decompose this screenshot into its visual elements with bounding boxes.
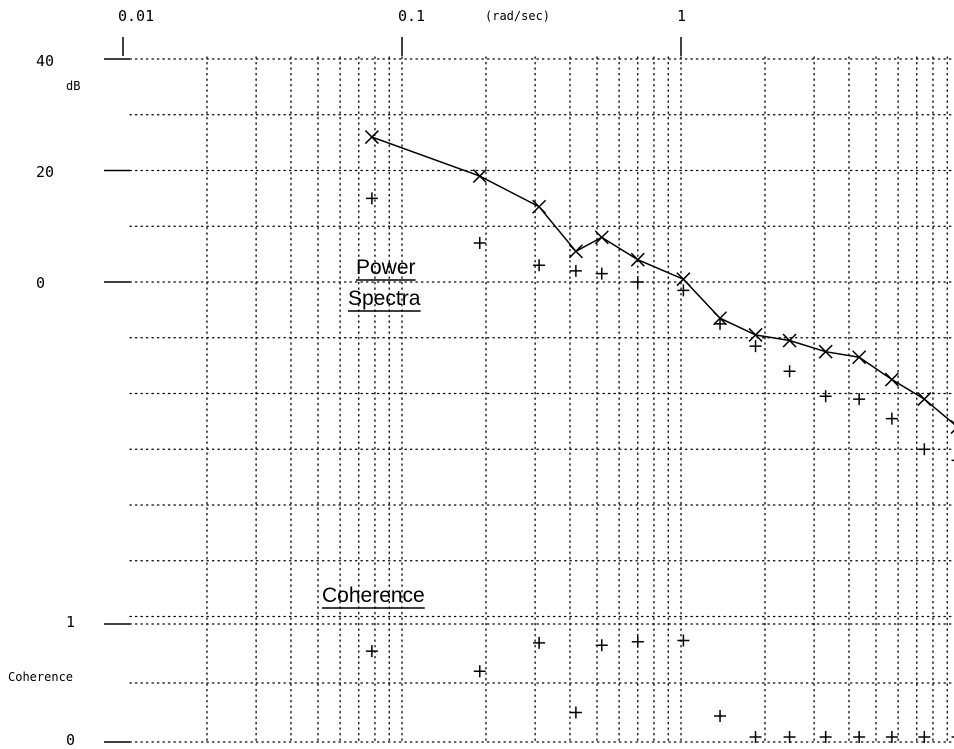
power-point-x-marker <box>782 333 797 348</box>
power-point-plus-marker <box>595 267 608 280</box>
coherence-point-plus-marker <box>819 731 832 743</box>
power-spectra-series <box>364 130 954 462</box>
y-tick-label-40: 40 <box>36 52 54 70</box>
grid <box>129 56 954 743</box>
power-point-x-marker <box>472 169 487 184</box>
power-point-x-marker <box>532 199 547 214</box>
power-point-plus-marker <box>714 317 727 330</box>
power-point-x-marker <box>630 252 645 267</box>
coherence-series <box>365 634 954 743</box>
x-tick-label-0.1: 0.1 <box>398 7 425 25</box>
power-point-x-marker <box>884 372 899 387</box>
power-point-x-marker <box>748 327 763 342</box>
y-tick-label-0-power: 0 <box>36 274 45 292</box>
power-point-x-marker <box>818 344 833 359</box>
power-point-plus-marker <box>819 390 832 403</box>
coherence-point-plus-marker <box>885 731 898 743</box>
power-point-plus-marker <box>853 393 866 406</box>
power-point-plus-marker <box>569 264 582 277</box>
coherence-point-plus-marker <box>473 665 486 678</box>
power-point-x-marker <box>364 130 379 145</box>
power-spectra-annotation-line1: Power <box>356 256 416 279</box>
power-point-plus-marker <box>473 236 486 249</box>
power-point-plus-marker <box>533 259 546 272</box>
y-axis-unit-db: dB <box>66 79 80 93</box>
coherence-point-plus-marker <box>595 639 608 652</box>
power-point-plus-marker <box>749 340 762 353</box>
power-point-plus-marker <box>783 365 796 378</box>
x-axis-unit-label: (rad/sec) <box>485 9 550 23</box>
power-spectra-annotation-line2: Spectra <box>348 287 421 310</box>
coherence-annotation: Coherence <box>322 584 425 607</box>
power-point-plus-marker <box>365 192 378 205</box>
power-point-plus-marker <box>677 284 690 297</box>
coherence-point-plus-marker <box>918 731 931 743</box>
power-point-x-marker <box>917 392 932 407</box>
power-point-x-marker <box>852 350 867 365</box>
x-tick-label-0.01: 0.01 <box>118 7 154 25</box>
power-point-x-marker <box>594 230 609 245</box>
y-tick-label-20: 20 <box>36 163 54 181</box>
coherence-point-plus-marker <box>631 635 644 648</box>
coherence-point-plus-marker <box>714 710 727 723</box>
coherence-point-plus-marker <box>853 731 866 743</box>
x-tick-label-1: 1 <box>677 7 686 25</box>
power-point-plus-marker <box>918 443 931 456</box>
y-tick-label-1-coherence: 1 <box>66 613 75 631</box>
coherence-point-plus-marker <box>533 636 546 649</box>
power-point-x-marker <box>950 419 954 434</box>
coherence-point-plus-marker <box>677 634 690 647</box>
coherence-point-plus-marker <box>783 731 796 743</box>
coherence-point-plus-marker <box>365 645 378 658</box>
coherence-point-plus-marker <box>569 706 582 719</box>
power-point-plus-marker <box>631 276 644 288</box>
power-point-x-marker <box>568 244 583 259</box>
y-axis-unit-coherence: Coherence <box>8 670 73 684</box>
axes <box>104 37 682 743</box>
annotation-underlines <box>322 279 425 609</box>
coherence-point-plus-marker <box>749 731 762 743</box>
power-point-plus-marker <box>885 412 898 425</box>
power-point-x-marker <box>676 272 691 287</box>
y-tick-label-0-coherence: 0 <box>66 731 75 749</box>
